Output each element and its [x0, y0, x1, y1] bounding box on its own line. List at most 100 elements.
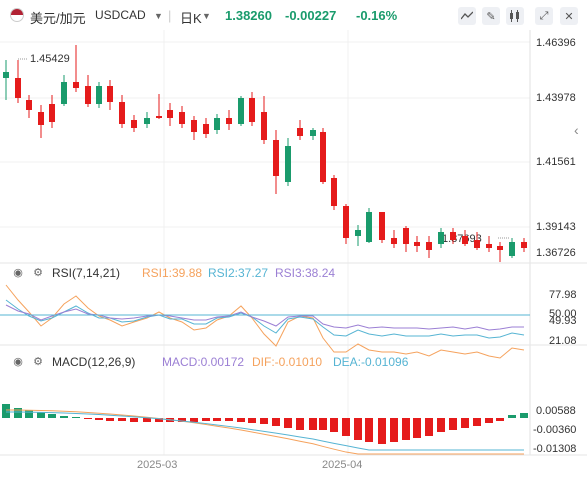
- fullscreen-icon[interactable]: ⤢: [535, 7, 553, 25]
- candle: [49, 95, 55, 128]
- candle: [119, 95, 125, 128]
- macd-bar: [365, 418, 373, 442]
- candle: [107, 80, 113, 110]
- candle: [414, 236, 420, 252]
- macd-tick: 0.00588: [536, 405, 576, 417]
- candle: [167, 103, 173, 126]
- candle: [310, 128, 316, 140]
- candle: [355, 225, 361, 246]
- price-change: -0.00227: [285, 8, 337, 23]
- macd-bar: [106, 418, 114, 421]
- settings-icon[interactable]: ⚙: [33, 267, 43, 279]
- macd-bar: [402, 418, 410, 440]
- macd-bar: [461, 418, 469, 428]
- macd-bar: [284, 418, 292, 428]
- macd-bar: [485, 418, 493, 423]
- candle: [203, 118, 209, 138]
- candle: [474, 232, 480, 250]
- high-marker: 1.45429: [30, 53, 70, 65]
- line-chart-icon[interactable]: [458, 7, 476, 25]
- macd-bar: [190, 418, 198, 422]
- candle: [144, 112, 150, 128]
- candle: [156, 94, 162, 119]
- candle: [15, 60, 21, 103]
- eye-icon[interactable]: ◉: [13, 356, 23, 368]
- macd-bar: [14, 408, 22, 418]
- rsi-tick: 77.98: [549, 289, 577, 301]
- chart-header: 美元/加元 USDCAD ▼ | 日K ▼ 1.38260 -0.00227 -…: [0, 0, 587, 30]
- last-price: 1.38260: [225, 8, 272, 23]
- candle: [297, 120, 303, 140]
- candle: [426, 236, 432, 258]
- candle: [249, 92, 255, 126]
- macd-tick: -0.00360: [533, 424, 577, 436]
- symbol-select[interactable]: USDCAD: [95, 8, 146, 22]
- draw-icon[interactable]: ✎: [482, 7, 500, 25]
- close-icon[interactable]: ✕: [560, 7, 578, 25]
- macd-bar: [260, 418, 268, 424]
- rsi1-value: RSI1:39.88: [142, 266, 203, 280]
- candle: [226, 110, 232, 130]
- macd-tick: -0.01308: [533, 443, 577, 455]
- candle: [285, 138, 291, 186]
- candle: [261, 96, 267, 144]
- candle: [73, 45, 79, 92]
- macd-bar: [2, 404, 10, 418]
- candle: [379, 212, 385, 243]
- macd-bar: [330, 418, 338, 432]
- rsi3-value: RSI3:38.24: [275, 266, 336, 280]
- macd-bar: [118, 418, 126, 421]
- macd-bar: [342, 418, 350, 436]
- pair-name: 美元/加元: [30, 11, 86, 26]
- macd-title: MACD(12,26,9): [52, 355, 136, 369]
- candle: [61, 75, 67, 106]
- candle: [521, 238, 527, 252]
- chevron-down-icon[interactable]: ▼: [154, 11, 163, 21]
- candle: [26, 95, 32, 118]
- rsi-tick: 21.08: [549, 335, 577, 347]
- dif-value: DIF:-0.01010: [252, 355, 323, 369]
- price-change-pct: -0.16%: [356, 8, 398, 23]
- collapse-arrow-icon[interactable]: ‹: [574, 122, 579, 138]
- price-tick: 1.43978: [536, 92, 576, 104]
- price-tick: 1.39143: [536, 221, 576, 233]
- macd-bar: [60, 416, 68, 418]
- macd-bar: [178, 418, 186, 422]
- macd-bar: [319, 418, 327, 430]
- macd-bar: [155, 418, 163, 422]
- chevron-down-icon[interactable]: ▼: [202, 11, 211, 21]
- macd-bar: [72, 417, 80, 418]
- candle: [85, 75, 91, 107]
- candle: [486, 236, 492, 252]
- rsi-title: RSI(7,14,21): [52, 266, 121, 280]
- interval-select[interactable]: 日K: [180, 11, 202, 26]
- macd-bar: [48, 414, 56, 418]
- price-tick: 1.41561: [536, 156, 576, 168]
- candle-type-icon[interactable]: [506, 7, 524, 25]
- macd-bar: [378, 418, 386, 444]
- x-axis-label: 2025-03: [137, 459, 178, 471]
- rsi-tick: 49.93: [549, 315, 577, 327]
- settings-icon[interactable]: ⚙: [33, 356, 43, 368]
- candle: [191, 116, 197, 140]
- candle: [331, 175, 337, 210]
- macd-bar: [496, 418, 504, 421]
- macd-bar: [520, 413, 528, 418]
- candle: [214, 114, 220, 134]
- macd-bar: [248, 418, 256, 423]
- candle: [320, 128, 326, 184]
- macd-value: MACD:0.00172: [162, 355, 245, 369]
- candle: [273, 130, 279, 194]
- candle: [238, 96, 244, 126]
- macd-bar: [425, 418, 433, 436]
- candle: [343, 204, 349, 244]
- macd-bar: [413, 418, 421, 438]
- macd-bar: [508, 415, 516, 418]
- candle: [179, 106, 185, 128]
- candle: [509, 238, 515, 258]
- macd-bar: [309, 418, 317, 430]
- eye-icon[interactable]: ◉: [13, 267, 23, 279]
- currency-flag-icon: [10, 8, 24, 22]
- macd-bar: [25, 410, 33, 418]
- macd-bar: [237, 418, 245, 422]
